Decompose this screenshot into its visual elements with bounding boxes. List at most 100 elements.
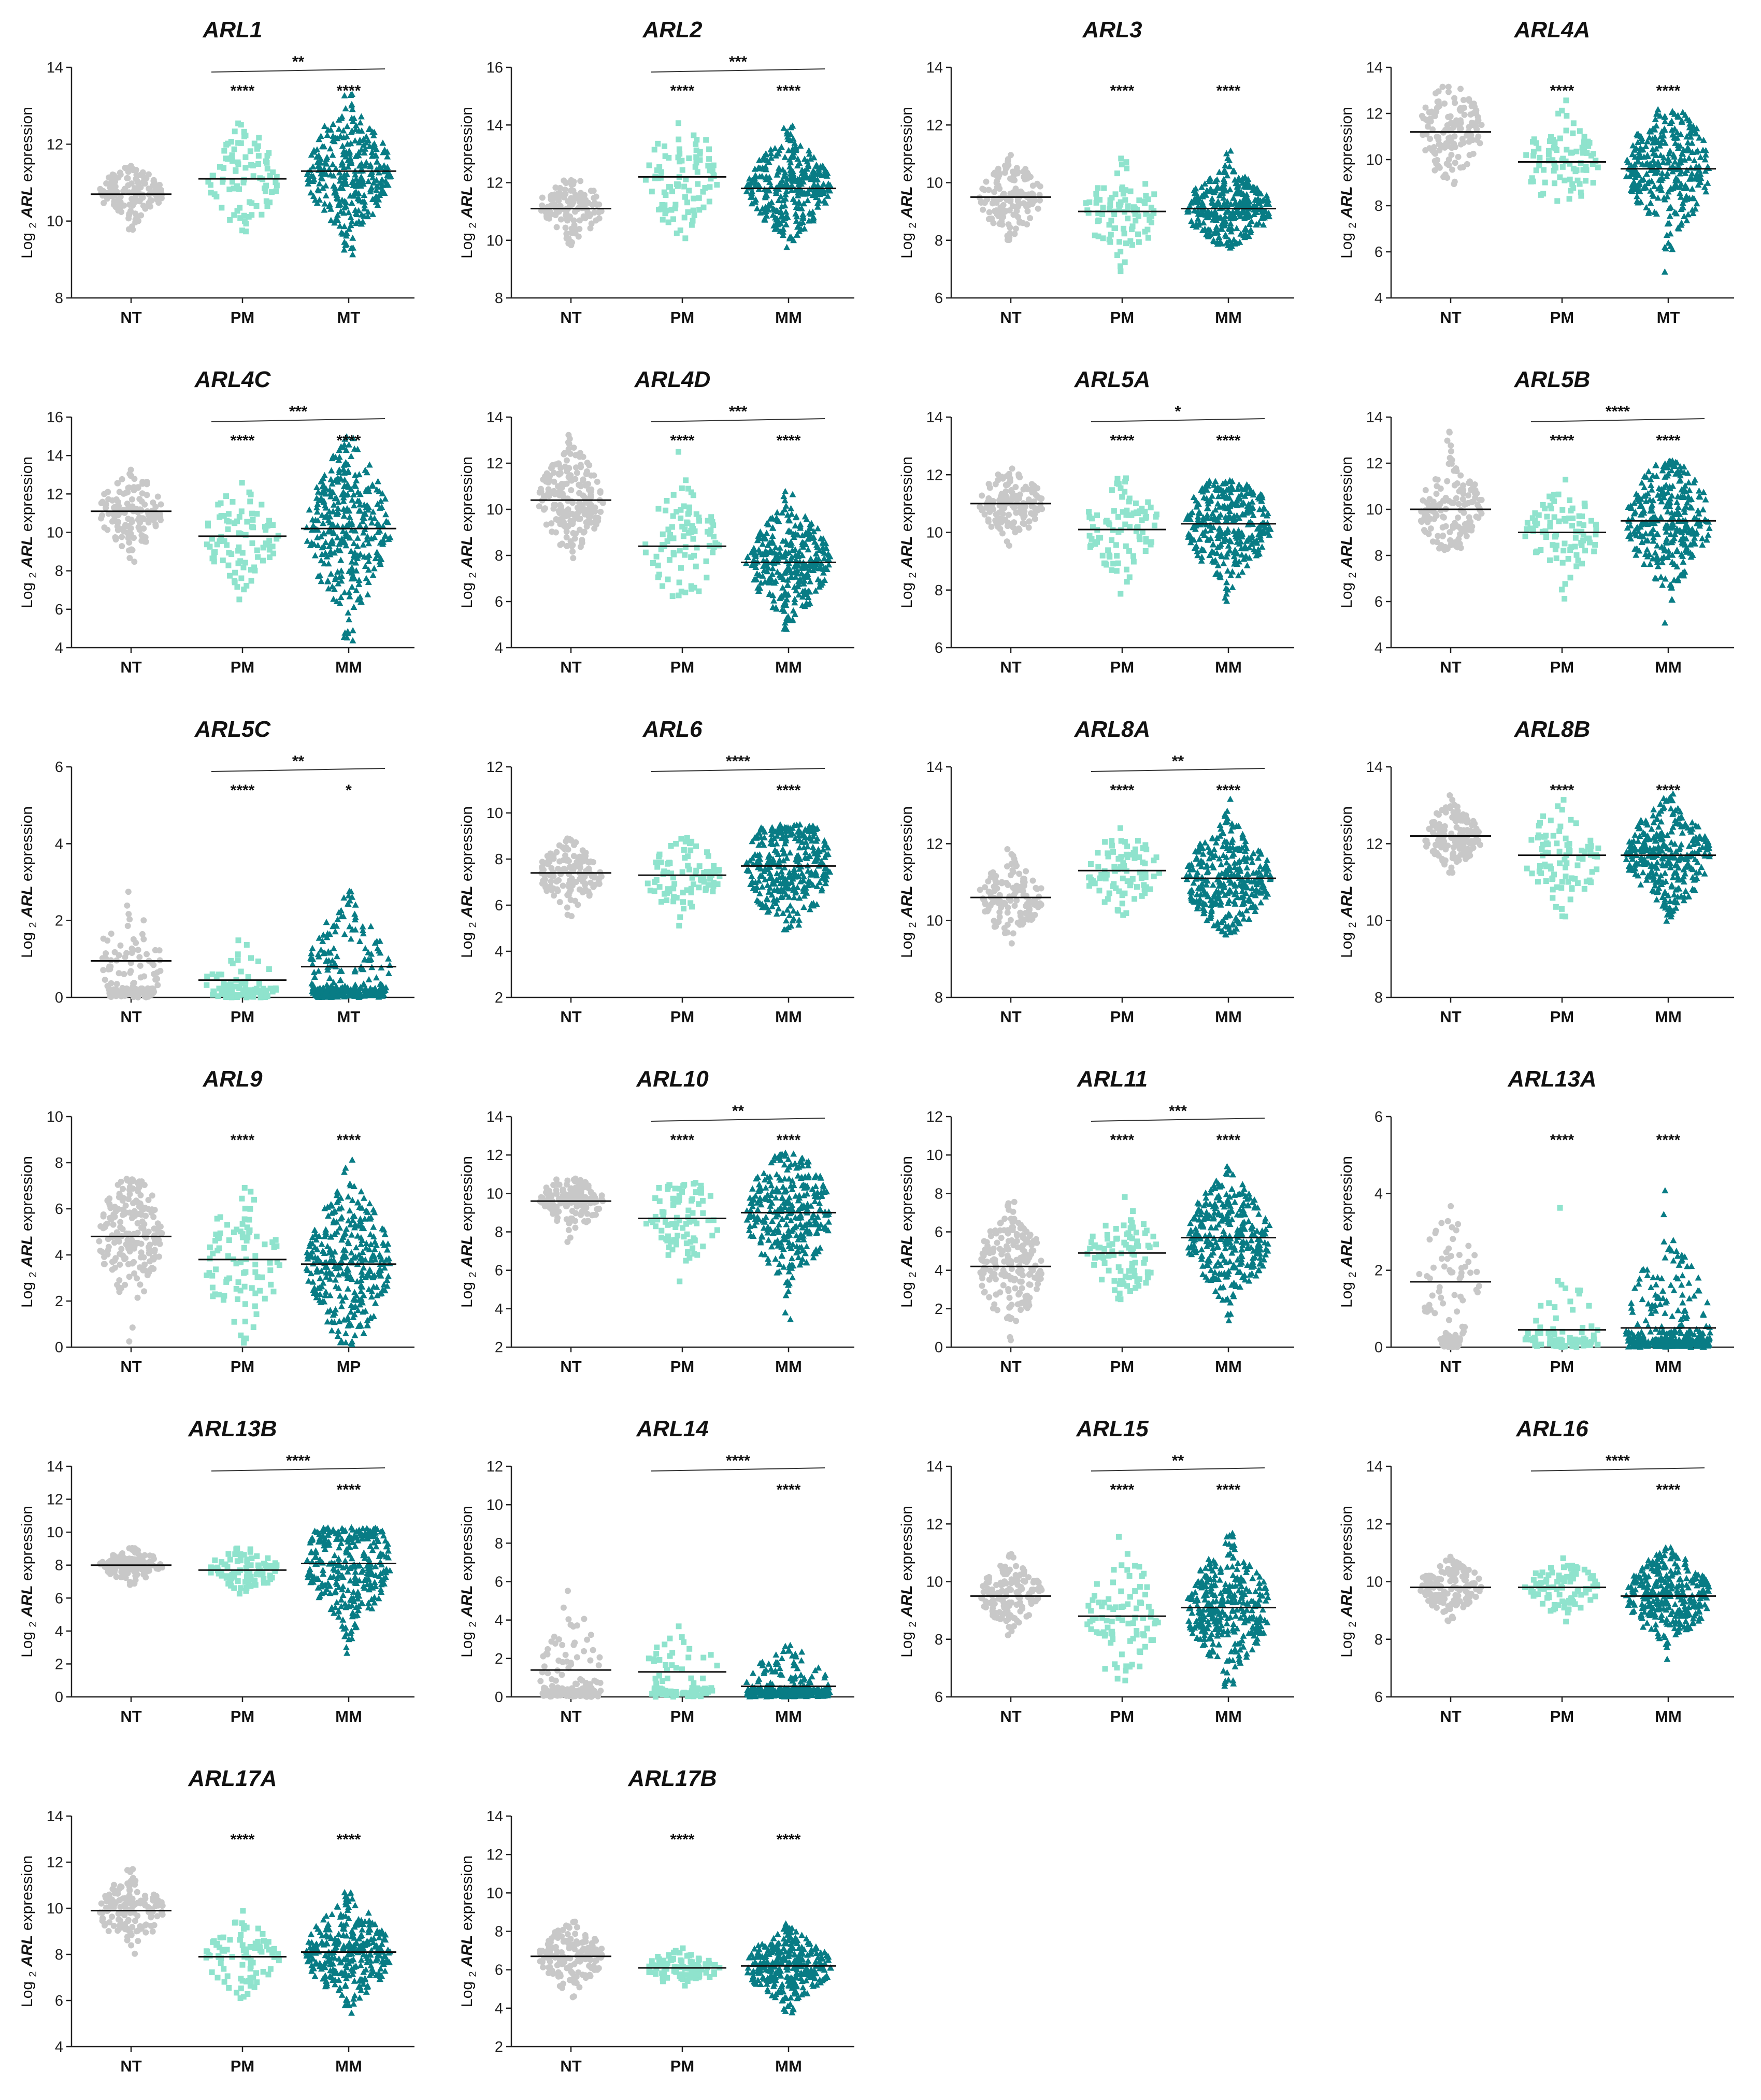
data-point (1688, 527, 1695, 534)
data-point (1585, 143, 1592, 149)
series-points-pm (1086, 475, 1159, 597)
data-point (145, 519, 152, 526)
data-point (1208, 548, 1215, 554)
data-point (226, 187, 233, 193)
data-point (813, 544, 821, 551)
data-point (376, 527, 383, 534)
data-point (1250, 511, 1257, 518)
data-point (787, 539, 794, 546)
data-point (1590, 180, 1596, 186)
data-point (228, 994, 235, 1001)
data-point (675, 120, 681, 126)
data-point (1547, 493, 1553, 499)
data-point (766, 178, 774, 185)
data-point (783, 221, 790, 227)
data-point (1629, 151, 1636, 158)
data-point (234, 518, 240, 524)
data-point (568, 477, 575, 484)
data-point (343, 171, 351, 178)
data-point (793, 231, 800, 238)
data-point (1662, 524, 1669, 531)
data-point (1011, 231, 1018, 237)
data-point (310, 173, 317, 179)
data-point (326, 526, 333, 533)
data-point (1028, 503, 1035, 510)
data-point (1118, 155, 1124, 162)
data-point (1682, 482, 1689, 489)
data-point (1434, 483, 1440, 490)
data-point (796, 220, 804, 226)
data-point (240, 564, 247, 570)
data-point (1679, 199, 1686, 206)
data-point (263, 993, 269, 999)
data-point (790, 237, 797, 244)
data-point (555, 197, 562, 204)
data-point (1198, 183, 1205, 190)
data-point (336, 177, 343, 184)
data-point (1644, 152, 1651, 159)
chart-panel-arl5b: ARL5B Log 2 ARL expression 4 6 8 10 12 14 NT PM MM… (1320, 350, 1759, 699)
data-point (574, 469, 580, 476)
data-point (154, 982, 161, 989)
data-point (238, 508, 245, 515)
data-point (1028, 190, 1035, 197)
data-point (1563, 97, 1569, 104)
data-point (1142, 200, 1148, 206)
data-point (220, 179, 226, 185)
data-point (676, 449, 682, 455)
data-point (345, 163, 352, 170)
data-point (348, 519, 355, 526)
data-point (799, 593, 806, 600)
data-point (1232, 199, 1239, 206)
data-point (650, 560, 656, 566)
data-point (569, 520, 576, 526)
comparison-bracket (211, 418, 385, 422)
data-point (690, 218, 696, 224)
data-point (1668, 126, 1676, 133)
data-point (1024, 208, 1031, 215)
data-point (1114, 170, 1120, 177)
data-point (595, 209, 602, 216)
data-point (660, 531, 666, 537)
data-point (114, 480, 121, 487)
data-point (567, 472, 574, 479)
data-point (221, 148, 227, 154)
data-point (265, 541, 271, 548)
data-point (340, 634, 348, 640)
data-point (373, 176, 380, 183)
data-point (1136, 197, 1142, 204)
data-point (993, 207, 999, 214)
x-category-label: PM (1110, 308, 1135, 326)
data-point (755, 588, 762, 594)
data-point (366, 142, 373, 149)
data-point (803, 599, 810, 606)
data-point (1654, 194, 1662, 201)
data-point (1563, 477, 1569, 483)
data-point (548, 520, 555, 527)
data-point (360, 529, 367, 536)
data-point (1641, 183, 1648, 190)
data-point (1245, 233, 1253, 239)
data-point (1127, 188, 1134, 194)
data-point (340, 512, 348, 519)
data-point (774, 220, 781, 226)
data-point (101, 524, 108, 531)
data-point (1700, 136, 1707, 143)
data-point (207, 544, 213, 550)
data-point (1214, 562, 1222, 568)
data-point (1254, 525, 1261, 532)
data-point (1223, 187, 1230, 194)
data-point (255, 153, 262, 159)
data-point (1529, 515, 1536, 521)
data-point (133, 990, 140, 996)
data-point (147, 203, 153, 210)
series-points-nt (97, 163, 165, 233)
data-point (774, 207, 781, 214)
data-point (1678, 118, 1685, 125)
data-point (1258, 543, 1266, 550)
data-point (1588, 518, 1594, 524)
data-point (1224, 172, 1231, 179)
data-point (1650, 534, 1657, 540)
data-point (214, 541, 220, 548)
data-point (1230, 549, 1238, 555)
